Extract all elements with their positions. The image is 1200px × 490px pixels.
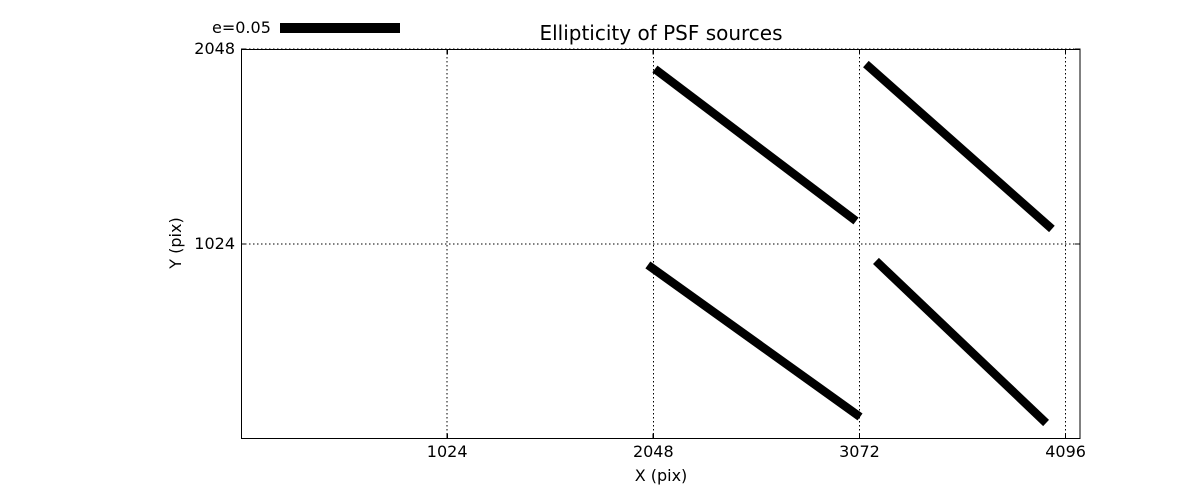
x-tick-label: 1024 <box>426 442 468 461</box>
y-tick-label: 2048 <box>194 39 235 58</box>
chart-title: Ellipticity of PSF sources <box>539 21 783 45</box>
x-tick-label: 3072 <box>839 442 880 461</box>
psf-whisker <box>873 257 1050 427</box>
legend: e=0.05 <box>212 18 400 38</box>
x-tick-label: 2048 <box>632 442 674 461</box>
x-tick-label: 4096 <box>1045 442 1086 461</box>
psf-whisker <box>863 60 1055 233</box>
psf-whisker <box>652 65 859 225</box>
legend-label: e=0.05 <box>212 18 271 37</box>
x-axis-label: X (pix) <box>634 466 688 485</box>
y-tick-label: 1024 <box>194 234 235 253</box>
psf-whisker <box>645 261 863 421</box>
legend-line-sample <box>279 23 400 33</box>
